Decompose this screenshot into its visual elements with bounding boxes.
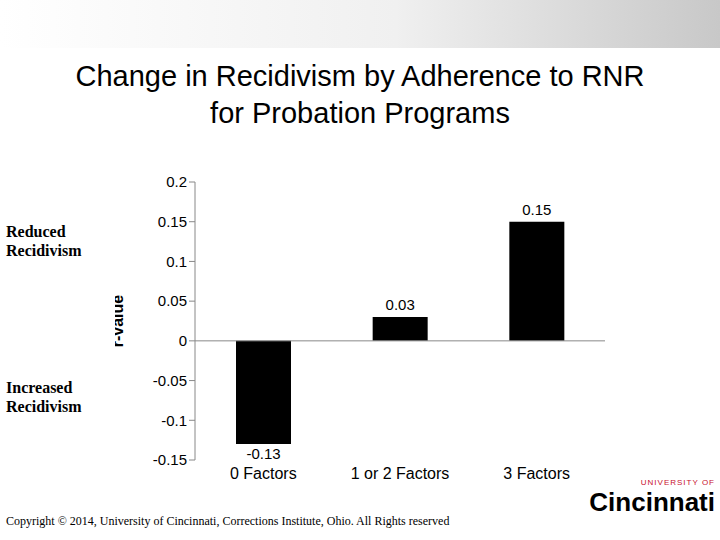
- svg-text:-0.1: -0.1: [161, 412, 187, 429]
- svg-text:0.15: 0.15: [522, 201, 551, 218]
- svg-text:-0.15: -0.15: [153, 451, 187, 468]
- svg-text:-0.05: -0.05: [153, 372, 187, 389]
- svg-text:0.1: 0.1: [166, 253, 187, 270]
- html-text:Copyright © 2014, University o: Copyright © 2014, University of Cincinna…: [6, 514, 450, 528]
- svg-text:-0.13: -0.13: [246, 445, 280, 462]
- svg-text:0.03: 0.03: [386, 296, 415, 313]
- svg-text:0: 0: [179, 332, 187, 349]
- svg-text:3 Factors: 3 Factors: [503, 465, 570, 482]
- html-text:Increased Recidivism: Increased Recidivism: [6, 379, 82, 415]
- svg-text:0 Factors: 0 Factors: [230, 465, 297, 482]
- svg-text:0.2: 0.2: [166, 173, 187, 190]
- svg-text:0.15: 0.15: [158, 213, 187, 230]
- svg-text:0.05: 0.05: [158, 292, 187, 309]
- html-text:Change in Recidivism by Adhere: Change in Recidivism by Adherence to RNR…: [75, 60, 645, 129]
- svg-text:r-value: r-value: [115, 295, 126, 348]
- html-text:UNIVERSITY OF: UNIVERSITY OF: [640, 478, 715, 487]
- html-text:Cincinnati: Cincinnati: [589, 487, 715, 517]
- svg-text:1 or 2 Factors: 1 or 2 Factors: [351, 465, 450, 482]
- html-text:Reduced Recidivism: Reduced Recidivism: [6, 223, 82, 259]
